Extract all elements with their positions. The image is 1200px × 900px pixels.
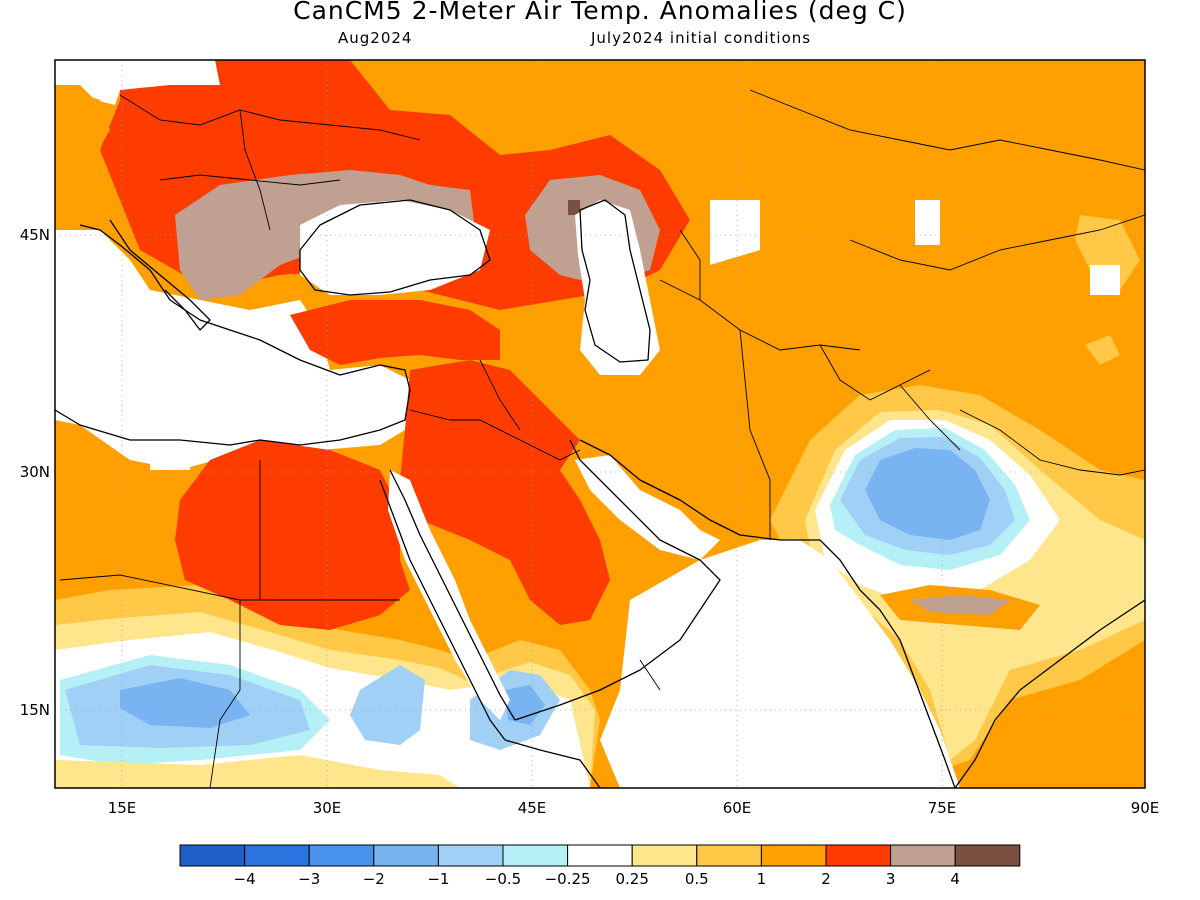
border-15: [959, 409, 1145, 476]
lat-tick-15N: 15N: [20, 701, 50, 719]
border-13: [749, 89, 1145, 171]
grid-lines: [55, 60, 1145, 788]
anomaly-zone-india-very-warm: [910, 595, 1010, 615]
border-14: [849, 214, 1145, 271]
colorbar-label: −0.25: [545, 870, 591, 888]
lat-tick-45N: 45N: [20, 226, 50, 244]
plot-frame: [54, 59, 1146, 789]
anomaly-zone-himalaya-warm: [1075, 215, 1140, 290]
lon-tick-60E: 60E: [723, 799, 752, 817]
lon-tick-45E: 45E: [518, 799, 547, 817]
border-17: [639, 659, 661, 691]
border-10: [739, 329, 771, 540]
colorbar-swatch: [760, 844, 827, 867]
colorbar-swatch: [308, 844, 375, 867]
coastline-horn-of-africa: [504, 739, 601, 788]
colorbar-swatch: [502, 844, 569, 867]
coastline-india-east: [954, 599, 1145, 788]
border-4: [59, 574, 241, 788]
colorbar: −4 −3 −2 −1 −0.5 −0.25 0.25 0.5 1 2 3 4: [179, 844, 1021, 888]
anomaly-zone-turkey-hot: [290, 300, 500, 365]
colorbar-label: 1: [757, 870, 767, 888]
latitude-axis: 45N 30N 15N: [20, 226, 50, 719]
colorbar-label: 4: [950, 870, 960, 888]
border-9: [659, 279, 861, 351]
colorbar-swatch: [244, 844, 310, 867]
lon-tick-90E: 90E: [1131, 799, 1160, 817]
initial-conditions-label: July2024 initial conditions: [591, 29, 812, 47]
colorbar-label: 0.25: [615, 870, 648, 888]
anomaly-zone-egypt-hot: [175, 440, 410, 630]
colorbar-swatch: [437, 844, 504, 867]
anomaly-zone-caspian-neutral: [575, 200, 660, 375]
anomaly-zone-nw-neutral: [55, 60, 220, 105]
coastlines: [55, 199, 1145, 788]
border-7: [409, 409, 581, 461]
coastline-iran-pakistan: [579, 439, 820, 541]
coastline-arabia: [514, 439, 721, 721]
colorbar-label: −0.5: [485, 870, 521, 888]
anomaly-zone-central-asia-neutral-1: [710, 200, 760, 265]
border-3: [239, 109, 271, 231]
anomaly-zone-africa-cool-2: [120, 678, 250, 728]
longitude-axis: 15E 30E 45E 60E 75E 90E: [108, 799, 1160, 817]
anomaly-map: [55, 60, 1145, 788]
colorbar-swatch: [954, 844, 1021, 867]
anomaly-zone-mediterranean-neutral: [55, 230, 410, 470]
anomaly-zone-arabia-neutral: [600, 540, 960, 788]
anomaly-zone-caspian-extreme: [568, 200, 580, 215]
border-16: [899, 384, 961, 451]
forecast-month: Aug2024: [338, 29, 413, 47]
anomaly-zone-central-asia-neutral-3: [1090, 265, 1120, 295]
colorbar-label: 2: [821, 870, 831, 888]
anomaly-zone-india-cool-2: [865, 448, 990, 540]
lon-tick-30E: 30E: [313, 799, 342, 817]
colorbar-label: −2: [363, 870, 385, 888]
colorbar-label: 3: [886, 870, 896, 888]
border-12: [679, 229, 701, 300]
coastline-italy: [109, 219, 211, 331]
border-2: [159, 174, 341, 186]
anomaly-zone-ethiopia-cool: [350, 665, 425, 745]
anomaly-zone-gulf-neutral: [575, 455, 720, 560]
anomaly-zone-nile-neutral: [150, 455, 190, 470]
anomaly-zone-central-asia-neutral-2: [915, 200, 940, 245]
anomaly-zone-blacksea-neutral: [300, 200, 490, 295]
anomaly-zone-horn-cool-1: [505, 685, 545, 725]
colorbar-swatch: [373, 844, 439, 867]
colorbar-swatch: [631, 844, 698, 867]
lat-tick-30N: 30N: [20, 463, 50, 481]
lon-tick-15E: 15E: [108, 799, 137, 817]
border-1: [119, 94, 421, 141]
colorbar-swatch: [696, 844, 762, 867]
coastline-caspian-sea: [579, 199, 651, 363]
colorbar-label: −1: [427, 870, 449, 888]
coastline-red-sea-west: [379, 479, 506, 741]
anomaly-zone-tibet-warm: [1085, 335, 1120, 365]
colorbar-swatch: [567, 844, 633, 867]
colorbar-swatch: [890, 844, 956, 867]
colorbar-label: −3: [298, 870, 320, 888]
country-borders: [59, 89, 1145, 788]
colorbar-label: −4: [234, 870, 256, 888]
colorbar-swatch: [825, 844, 892, 867]
map-title: CanCM5 2-Meter Air Temp. Anomalies (deg …: [293, 0, 907, 25]
anomaly-zone-west-warm: [55, 85, 110, 190]
colorbar-label: 0.5: [685, 870, 709, 888]
colorbar-swatch: [179, 844, 246, 867]
anomaly-zone-africa-south-warm: [55, 755, 460, 788]
coastline-red-sea: [389, 469, 516, 721]
border-8: [479, 359, 521, 431]
coastline-black-sea: [299, 199, 491, 296]
border-11: [819, 344, 931, 401]
coastline-india-west: [819, 539, 956, 788]
coastline-mediterranean: [55, 224, 411, 446]
anomaly-zone-iraq-hot: [400, 360, 610, 625]
lon-tick-75E: 75E: [928, 799, 957, 817]
